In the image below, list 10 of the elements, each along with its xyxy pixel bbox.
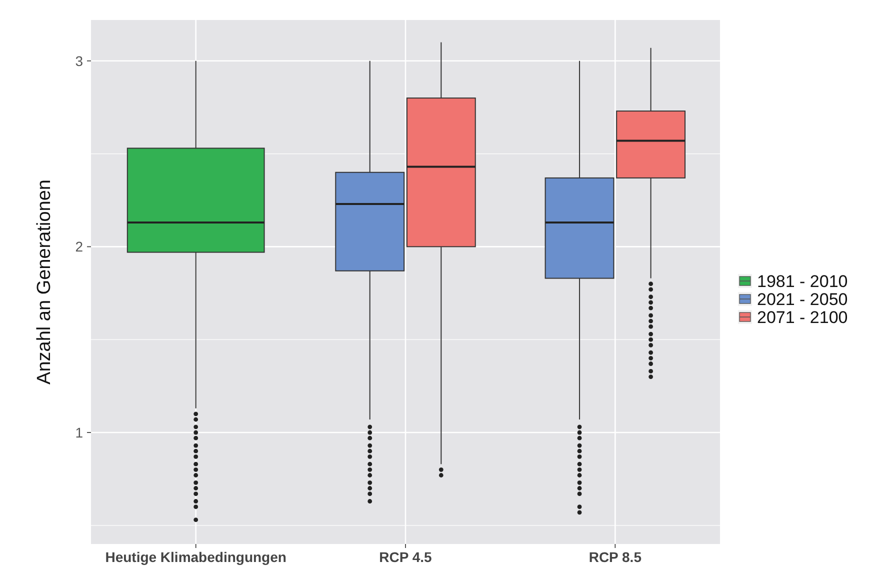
y-tick-label: 2: [75, 238, 84, 255]
legend-label: 2071 - 2100: [757, 308, 848, 327]
y-axis-title: Anzahl an Generationen: [34, 180, 55, 384]
legend-label: 2021 - 2050: [757, 290, 848, 309]
x-tick-label: Heutige Klimabedingungen: [105, 549, 286, 565]
y-tick-label: 3: [75, 52, 84, 69]
legend-label: 1981 - 2010: [757, 272, 848, 291]
y-tick-label: 1: [75, 424, 84, 440]
x-tick-label: RCP 8.5: [588, 549, 642, 565]
x-tick-label: RCP 4.5: [379, 549, 432, 565]
